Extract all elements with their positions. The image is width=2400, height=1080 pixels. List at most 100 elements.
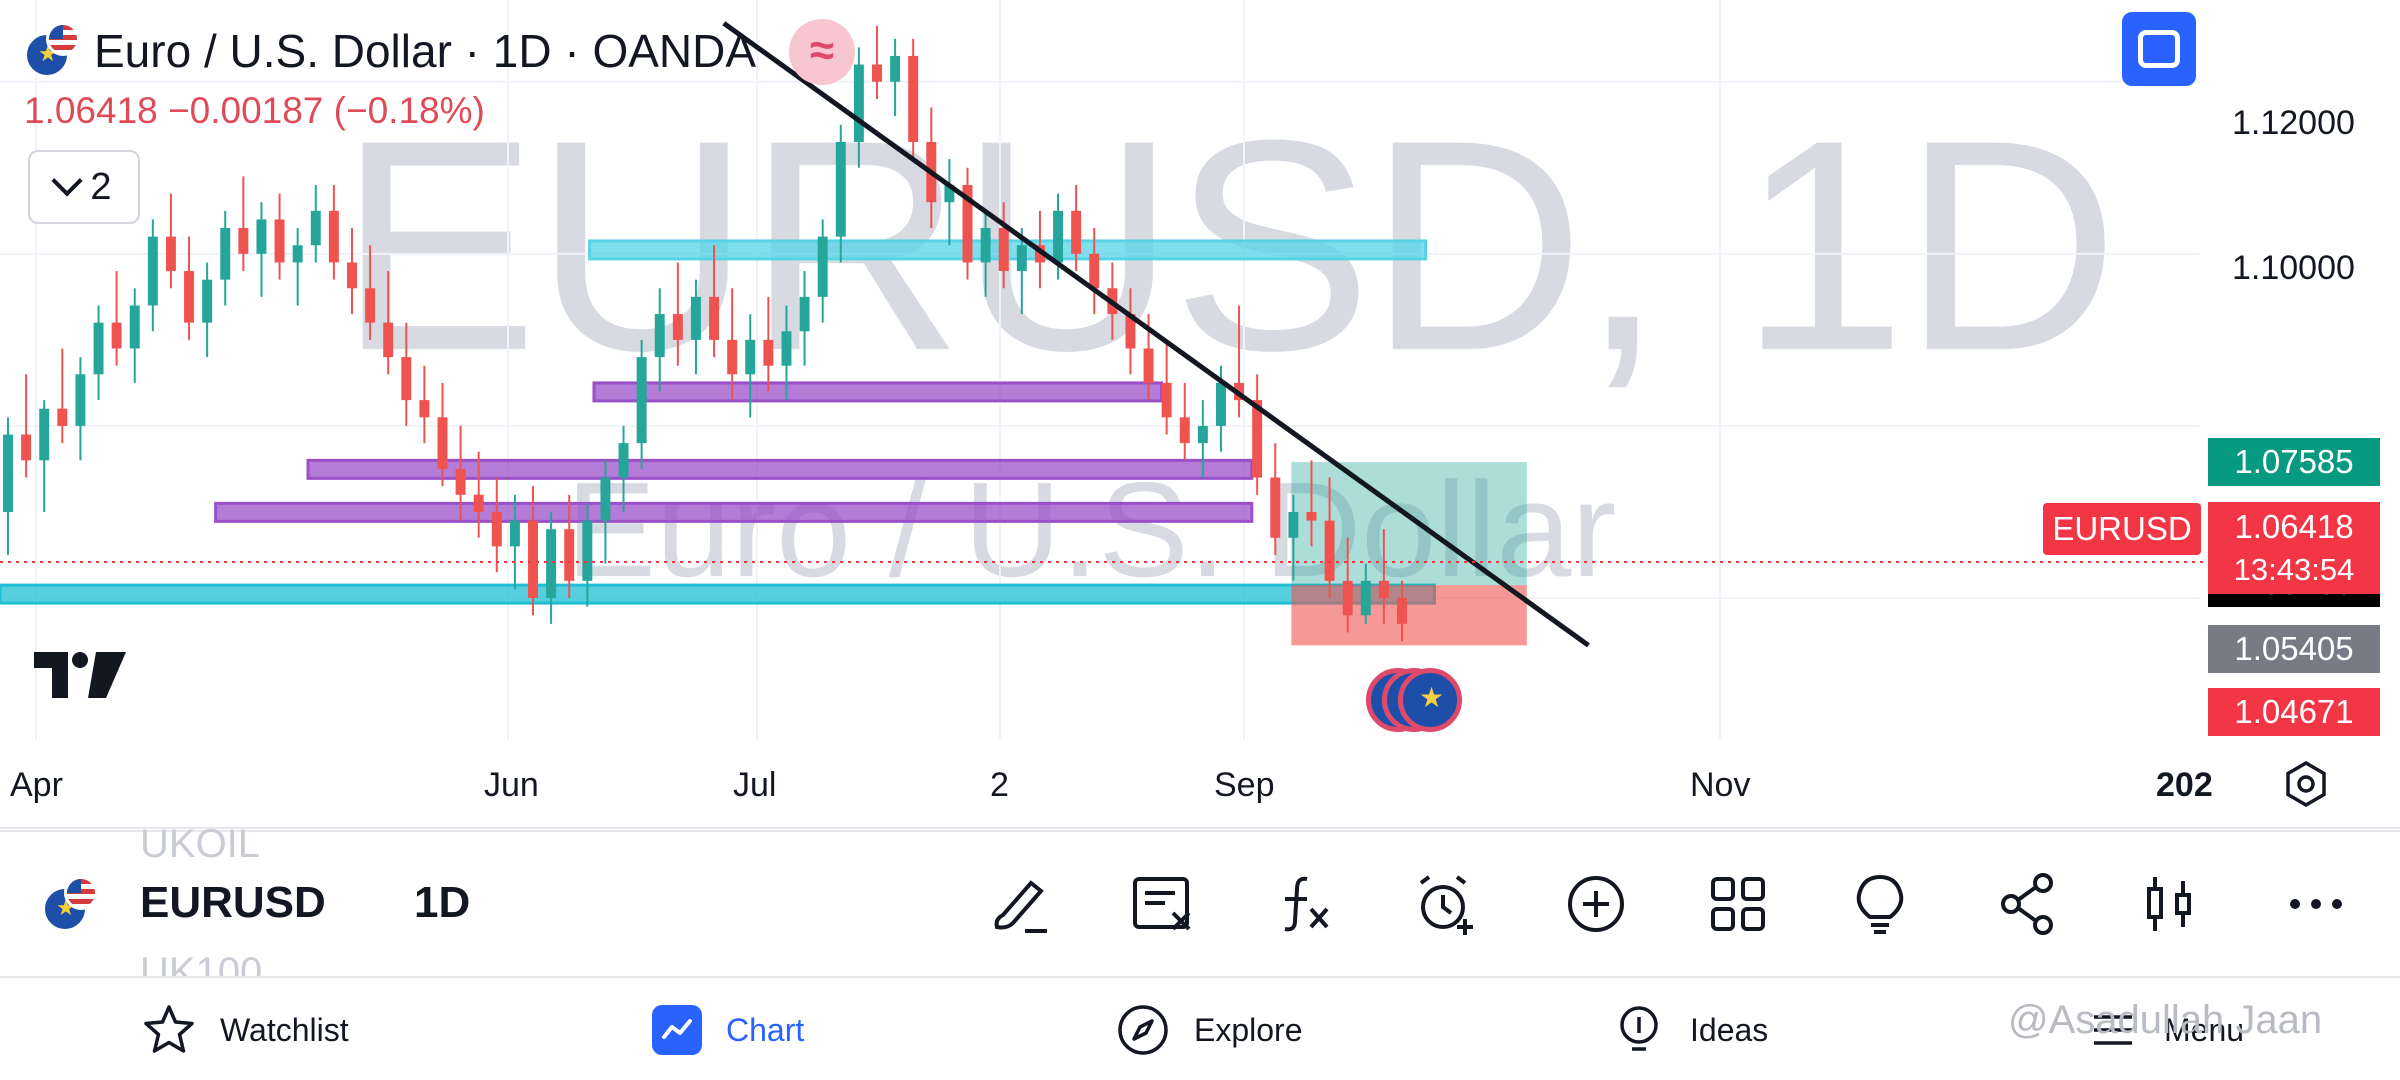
- candle-body: [1016, 245, 1027, 272]
- legend-toggle-button[interactable]: 2: [28, 150, 140, 224]
- layouts-button[interactable]: [1696, 862, 1780, 946]
- price-axis-tag: 1.04671: [2208, 688, 2380, 736]
- time-tick-label: 202: [2156, 766, 2212, 804]
- candle-body: [1197, 425, 1208, 444]
- candle-body: [1089, 253, 1100, 289]
- candle-body: [1306, 511, 1317, 521]
- candle-body: [202, 279, 213, 323]
- chart-type-button[interactable]: [2128, 862, 2212, 946]
- candle-body: [346, 262, 357, 289]
- ideas-button[interactable]: [1838, 862, 1922, 946]
- sr-zone: [0, 583, 1436, 605]
- candle-body: [618, 443, 629, 478]
- candle-body: [147, 236, 158, 306]
- chart-area[interactable]: EURUSD, 1D Euro / U.S. Dollar Euro / U.S…: [0, 0, 2400, 830]
- candle-body: [600, 477, 611, 521]
- bar-countdown: 13:43:54: [2233, 552, 2355, 587]
- candle-body: [3, 434, 13, 512]
- candle-body: [727, 339, 738, 375]
- price-tick-label: 1.12000: [2232, 104, 2355, 142]
- candle-body: [817, 236, 828, 297]
- time-tick-label: Jun: [484, 766, 539, 804]
- nav-label: Menu: [2164, 1011, 2245, 1048]
- trendline: [722, 21, 1590, 648]
- menu-icon: [2094, 1015, 2132, 1045]
- candle-body: [564, 529, 575, 581]
- nav-explore[interactable]: Explore: [1116, 1000, 1303, 1060]
- draw-button[interactable]: [978, 862, 1062, 946]
- nav-label: Ideas: [1690, 1011, 1769, 1048]
- more-button[interactable]: [2274, 862, 2358, 946]
- candle-body: [328, 210, 339, 263]
- indicator-badge[interactable]: ≈: [789, 19, 855, 85]
- symbol-title[interactable]: Euro / U.S. Dollar · 1D · OANDA: [94, 25, 757, 77]
- candle-body: [1143, 348, 1154, 383]
- candle-body: [1270, 477, 1281, 538]
- share-button[interactable]: [1986, 862, 2070, 946]
- candle-body: [781, 331, 792, 366]
- candle-body: [455, 468, 466, 495]
- price-chart[interactable]: [0, 0, 2400, 830]
- tradingview-logo: [34, 652, 126, 698]
- candle-body: [763, 339, 774, 366]
- chart-toolbar: UKOIL EURUSD 1D UK100: [0, 822, 2400, 994]
- nav-menu[interactable]: Menu: [2086, 1000, 2244, 1060]
- candle-body: [944, 185, 955, 203]
- share-icon: [2001, 873, 2053, 935]
- layouts-icon: [1711, 877, 1765, 931]
- candle-body: [220, 228, 231, 280]
- nav-watchlist[interactable]: Watchlist: [142, 1000, 349, 1060]
- nav-ideas[interactable]: Ideas: [1612, 1000, 1768, 1060]
- chart-settings-icon[interactable]: [2282, 760, 2330, 808]
- toolbar-symbol[interactable]: EURUSD: [140, 878, 326, 927]
- time-tick-label: Sep: [1214, 766, 1275, 804]
- legend-count: 2: [90, 165, 112, 208]
- candle-body: [238, 228, 249, 254]
- candle-body: [1288, 511, 1299, 538]
- price-axis-tag: 1.07585: [2208, 438, 2380, 486]
- candle-body: [310, 210, 321, 246]
- nav-chart[interactable]: Chart: [652, 1000, 804, 1060]
- eurusd-flag-icon: [24, 22, 82, 80]
- chart-type-icon: [2147, 877, 2191, 931]
- candle-body: [962, 185, 973, 263]
- candle-body: [401, 357, 412, 401]
- indicators-icon: [1284, 876, 1329, 932]
- nav-label: Chart: [726, 1011, 805, 1048]
- candle-body: [1161, 382, 1172, 418]
- remove-drawings-button[interactable]: [1120, 862, 1204, 946]
- prev-symbol-peek[interactable]: UKOIL: [140, 822, 261, 866]
- candle-body: [980, 228, 991, 263]
- candle-body: [1397, 598, 1407, 624]
- candle-body: [1360, 580, 1371, 616]
- candle-body: [672, 314, 683, 340]
- fullscreen-button[interactable]: [2122, 12, 2196, 86]
- compass-icon: [1118, 1005, 1168, 1055]
- candle-body: [1252, 400, 1263, 478]
- toolbar-interval[interactable]: 1D: [414, 878, 471, 927]
- candle-body: [39, 408, 50, 461]
- candle-body: [872, 64, 882, 82]
- candle-body: [890, 55, 901, 82]
- economic-events[interactable]: [1366, 668, 1476, 738]
- time-tick-label: Jul: [733, 766, 777, 804]
- add-button[interactable]: [1554, 862, 1638, 946]
- candle-body: [709, 296, 720, 340]
- indicators-button[interactable]: [1262, 862, 1346, 946]
- alert-button[interactable]: [1404, 862, 1488, 946]
- last-price-tag: 1.06418 13:43:54: [2208, 502, 2380, 594]
- candle-body: [1342, 580, 1353, 616]
- sr-zone: [214, 501, 1254, 523]
- candle-body: [1125, 314, 1136, 349]
- nav-label: Explore: [1194, 1011, 1303, 1048]
- candle-body: [165, 236, 176, 272]
- time-tick-label: Nov: [1690, 766, 1751, 804]
- eurusd-flag-icon: [42, 876, 100, 934]
- bulb-icon: [1620, 1006, 1658, 1051]
- candle-body: [1179, 417, 1190, 444]
- add-icon: [1568, 876, 1624, 932]
- eu-event-icon[interactable]: [1398, 668, 1462, 732]
- chevron-down-icon: [51, 165, 83, 197]
- fullscreen-icon: [2138, 30, 2180, 68]
- candle-body: [1324, 520, 1335, 581]
